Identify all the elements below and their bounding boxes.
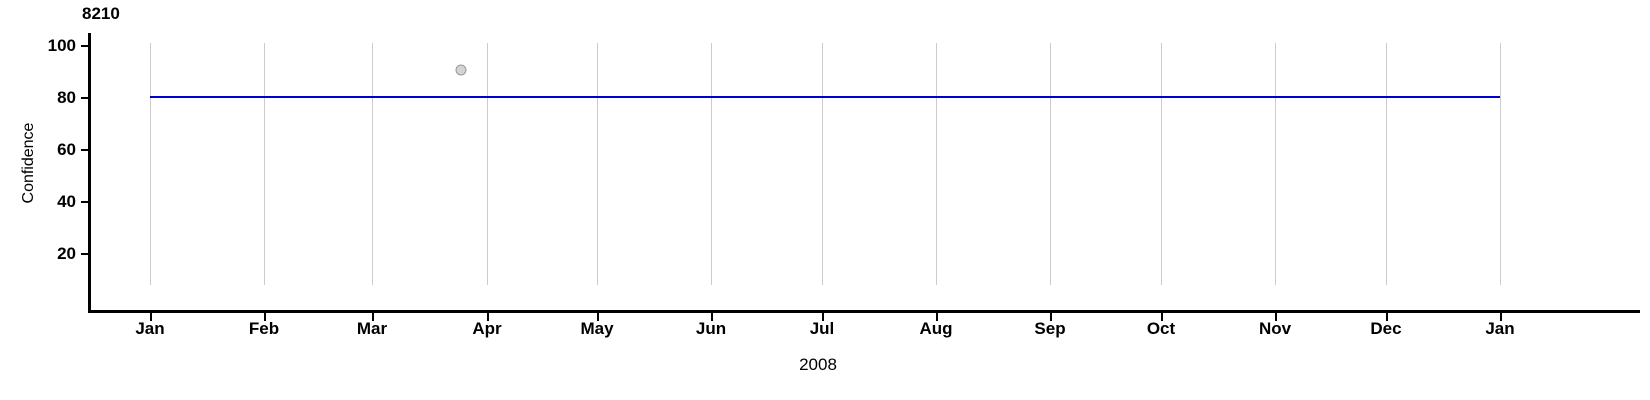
x-tick-mark <box>597 313 599 321</box>
x-tick-mark <box>1275 313 1277 321</box>
x-tick-label: Jan <box>1485 319 1515 338</box>
y-tick-mark <box>81 201 88 203</box>
y-tick-label: 60 <box>57 140 76 159</box>
y-tick-label: 40 <box>57 192 76 211</box>
x-tick-label: Feb <box>248 319 280 338</box>
x-axis-title: 2008 <box>799 355 837 374</box>
y-tick-mark <box>81 97 88 99</box>
gridline-vertical <box>1050 43 1051 285</box>
gridline-vertical <box>822 43 823 285</box>
data-point-marker[interactable] <box>455 64 467 76</box>
series-line <box>150 96 1500 98</box>
x-tick-label: Oct <box>1146 319 1176 338</box>
x-tick-mark <box>487 313 489 321</box>
x-tick-label: Dec <box>1370 319 1402 338</box>
x-tick-mark <box>822 313 824 321</box>
y-axis-spine <box>88 33 91 313</box>
x-tick-mark <box>1386 313 1388 321</box>
gridline-vertical <box>372 43 373 285</box>
gridline-vertical <box>936 43 937 285</box>
x-tick-label: Jul <box>809 319 835 338</box>
y-tick-mark <box>81 45 88 47</box>
gridline-vertical <box>150 43 151 285</box>
y-tick-label: 100 <box>47 36 76 55</box>
x-tick-mark <box>1050 313 1052 321</box>
gridline-vertical <box>264 43 265 285</box>
gridline-vertical <box>487 43 488 285</box>
x-tick-mark <box>936 313 938 321</box>
x-tick-label: Jan <box>135 319 165 338</box>
gridline-vertical <box>1275 43 1276 285</box>
gridline-vertical <box>1500 43 1501 285</box>
x-tick-label: Mar <box>356 319 388 338</box>
x-tick-mark <box>264 313 266 321</box>
x-tick-label: Jun <box>695 319 727 338</box>
x-tick-label: May <box>580 319 614 338</box>
x-tick-label: Sep <box>1034 319 1066 338</box>
x-tick-label: Apr <box>472 319 502 338</box>
x-axis-spine <box>88 310 1640 313</box>
y-tick-label: 80 <box>57 88 76 107</box>
gridline-vertical <box>711 43 712 285</box>
gridline-vertical <box>597 43 598 285</box>
chart-title: 8210 <box>82 4 120 23</box>
y-tick-mark <box>81 149 88 151</box>
y-axis-tick-labels: 100 80 60 40 20 <box>0 0 76 400</box>
x-tick-mark <box>1500 313 1502 321</box>
gridline-vertical <box>1386 43 1387 285</box>
y-tick-label: 20 <box>57 244 76 263</box>
x-tick-mark <box>372 313 374 321</box>
x-tick-mark <box>150 313 152 321</box>
x-tick-label: Nov <box>1258 319 1292 338</box>
y-tick-mark <box>81 253 88 255</box>
x-tick-label: Aug <box>919 319 953 338</box>
x-tick-mark <box>711 313 713 321</box>
gridline-vertical <box>1161 43 1162 285</box>
x-tick-mark <box>1161 313 1163 321</box>
